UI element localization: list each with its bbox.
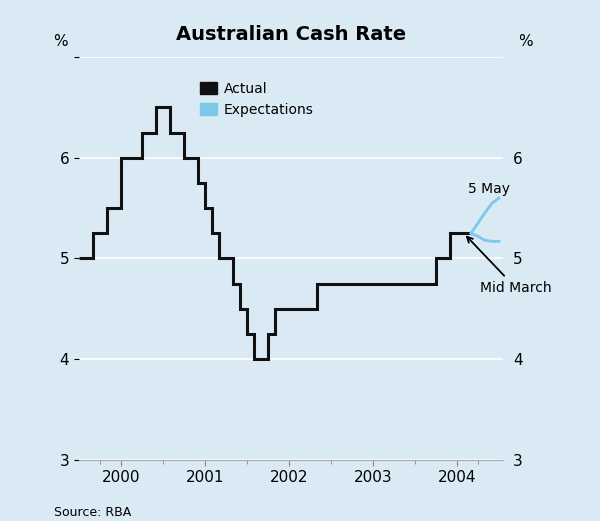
- Text: %: %: [53, 34, 68, 49]
- Text: Source: RBA: Source: RBA: [54, 506, 131, 519]
- Text: Mid March: Mid March: [467, 237, 551, 294]
- Title: Australian Cash Rate: Australian Cash Rate: [176, 26, 406, 44]
- Legend: Actual, Expectations: Actual, Expectations: [195, 76, 319, 122]
- Text: 5 May: 5 May: [468, 182, 510, 196]
- Text: %: %: [518, 34, 533, 49]
